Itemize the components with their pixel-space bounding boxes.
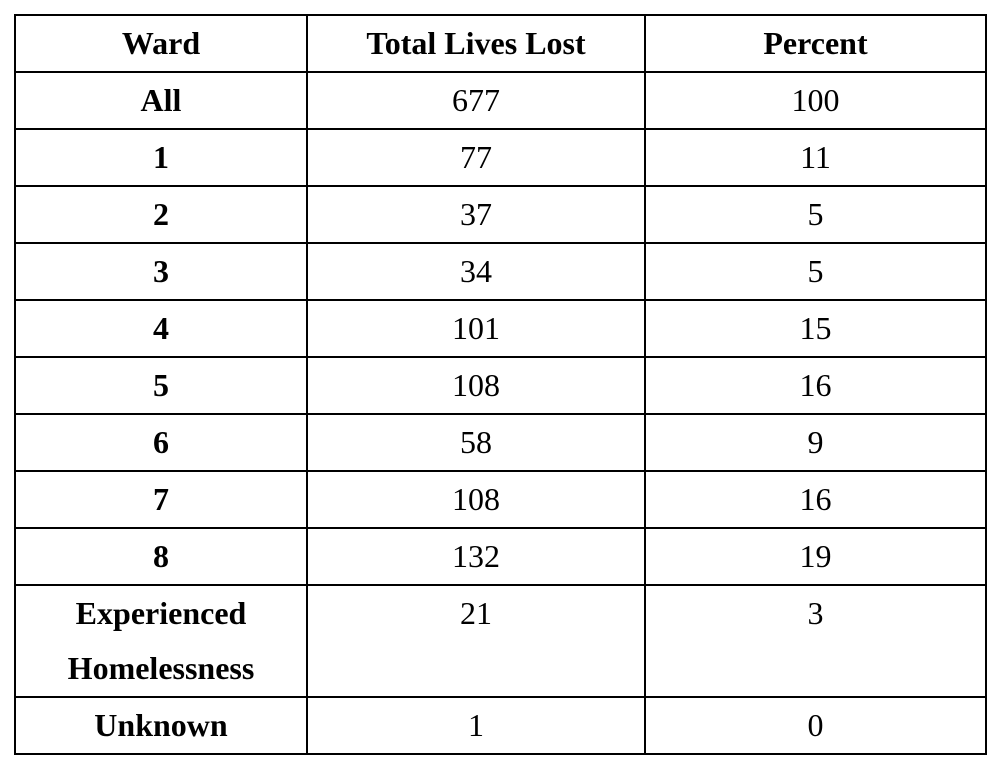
table-row: 7 108 16 bbox=[14, 470, 987, 529]
table-row: 8 132 19 bbox=[14, 527, 987, 586]
total-cell: 132 bbox=[306, 527, 646, 586]
ward-cell: Experienced Homelessness bbox=[14, 584, 308, 698]
total-cell: 34 bbox=[306, 242, 646, 301]
percent-cell: 5 bbox=[644, 185, 987, 244]
table-row: 4 101 15 bbox=[14, 299, 987, 358]
ward-lives-lost-table: Ward Total Lives Lost Percent All 677 100 1… bbox=[14, 14, 987, 755]
ward-cell: Unknown bbox=[14, 696, 308, 755]
ward-cell: 5 bbox=[14, 356, 308, 415]
table-body: All 677 100 1 77 11 2 37 5 3 34 5 4 101 15 5 108 16 6 58 9 7 1… bbox=[14, 71, 987, 755]
total-cell: 58 bbox=[306, 413, 646, 472]
percent-cell: 11 bbox=[644, 128, 987, 187]
column-header-percent: Percent bbox=[644, 14, 987, 73]
total-cell: 677 bbox=[306, 71, 646, 130]
ward-cell: 3 bbox=[14, 242, 308, 301]
table-header: Ward Total Lives Lost Percent bbox=[14, 14, 987, 73]
percent-cell: 16 bbox=[644, 356, 987, 415]
table-row: 6 58 9 bbox=[14, 413, 987, 472]
total-cell: 101 bbox=[306, 299, 646, 358]
ward-cell: All bbox=[14, 71, 308, 130]
table-row: 2 37 5 bbox=[14, 185, 987, 244]
table-row: Experienced Homelessness 21 3 bbox=[14, 584, 987, 698]
total-cell: 1 bbox=[306, 696, 646, 755]
percent-cell: 3 bbox=[644, 584, 987, 698]
total-cell: 108 bbox=[306, 470, 646, 529]
percent-cell: 100 bbox=[644, 71, 987, 130]
ward-cell: 8 bbox=[14, 527, 308, 586]
ward-cell: 1 bbox=[14, 128, 308, 187]
table-row: Unknown 1 0 bbox=[14, 696, 987, 755]
percent-cell: 19 bbox=[644, 527, 987, 586]
percent-cell: 15 bbox=[644, 299, 987, 358]
table-row: 1 77 11 bbox=[14, 128, 987, 187]
ward-cell: 4 bbox=[14, 299, 308, 358]
percent-cell: 5 bbox=[644, 242, 987, 301]
ward-cell: 6 bbox=[14, 413, 308, 472]
total-cell: 21 bbox=[306, 584, 646, 698]
column-header-total-lives-lost: Total Lives Lost bbox=[306, 14, 646, 73]
total-cell: 77 bbox=[306, 128, 646, 187]
total-cell: 37 bbox=[306, 185, 646, 244]
table-row: 5 108 16 bbox=[14, 356, 987, 415]
table-row: 3 34 5 bbox=[14, 242, 987, 301]
ward-cell: 2 bbox=[14, 185, 308, 244]
percent-cell: 0 bbox=[644, 696, 987, 755]
total-cell: 108 bbox=[306, 356, 646, 415]
ward-cell: 7 bbox=[14, 470, 308, 529]
header-row: Ward Total Lives Lost Percent bbox=[14, 14, 987, 73]
column-header-ward: Ward bbox=[14, 14, 308, 73]
percent-cell: 9 bbox=[644, 413, 987, 472]
table-row: All 677 100 bbox=[14, 71, 987, 130]
percent-cell: 16 bbox=[644, 470, 987, 529]
